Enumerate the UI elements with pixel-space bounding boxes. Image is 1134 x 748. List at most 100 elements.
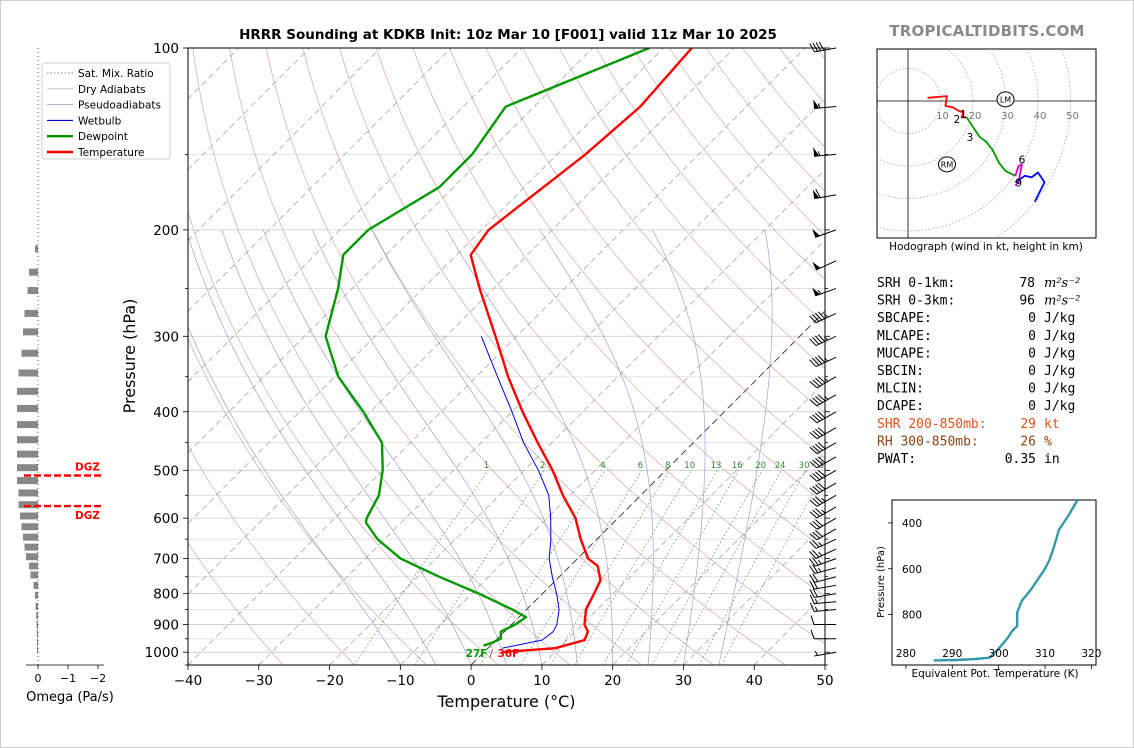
index-unit: m²s⁻²	[1044, 294, 1080, 309]
skewt-legend: Sat. Mix. Ratio Dry Adiabats Pseudoadiabat…	[41, 62, 171, 160]
index-unit: J/kg	[1044, 382, 1075, 397]
thetae-axis-label: Equivalent Pot. Temperature (K)	[911, 668, 1079, 680]
barb-full	[815, 519, 823, 527]
barb-full	[815, 457, 823, 466]
barb-flag	[812, 228, 820, 238]
barb-staff	[816, 494, 837, 507]
barb-full	[809, 399, 818, 407]
y-tick-label: 200	[153, 223, 179, 239]
barb-full	[815, 395, 823, 404]
wind-barb	[809, 442, 837, 455]
mixing-ratio-label: 24	[775, 461, 786, 471]
barb-full	[812, 539, 820, 548]
index-label: DCAPE:	[877, 399, 924, 414]
barb-full	[809, 432, 818, 440]
omega-bar	[21, 349, 38, 357]
barb-half	[814, 606, 818, 612]
omega-x-tick-label: −1	[60, 672, 76, 685]
barb-full	[812, 430, 821, 438]
hodograph-trace	[1014, 163, 1023, 187]
barb-full	[812, 397, 821, 405]
index-label: SBCIN:	[877, 364, 924, 379]
barb-full	[809, 359, 817, 367]
isotherm-line	[400, 239, 825, 665]
index-value: 0	[1028, 399, 1036, 414]
wind-barb	[809, 411, 837, 424]
surface-temp-label: 36F	[497, 648, 519, 660]
y-axis-label: Pressure (hPa)	[120, 299, 139, 414]
index-label: SRH 0-1km:	[877, 276, 955, 291]
mixing-ratio-label: 2	[540, 461, 545, 471]
barb-full	[817, 376, 826, 384]
omega-bar	[24, 543, 38, 551]
moist-adiabat-line	[262, 229, 507, 665]
barb-half	[824, 377, 829, 382]
mixing-ratio-label: 30	[799, 461, 810, 471]
indices-table: SRH 0-1km: 78 m²s⁻² SRH 0-3km: 96 m²s⁻² SBCAPE…	[877, 276, 1080, 467]
wind-barb	[809, 355, 837, 368]
index-label: MUCAPE:	[877, 346, 932, 361]
index-value: 0	[1028, 382, 1036, 397]
barb-half	[818, 541, 823, 547]
barb-full	[817, 394, 826, 402]
barb-full	[815, 508, 823, 516]
x-tick-label: 40	[746, 673, 763, 689]
barb-staff	[816, 411, 837, 424]
omega-bar	[29, 268, 38, 276]
legend-entry-label: Temperature	[77, 147, 145, 159]
omega-bar	[17, 436, 38, 444]
index-unit: kt	[1044, 417, 1060, 432]
barb-full	[809, 487, 818, 495]
y-tick-label: 700	[153, 552, 179, 568]
barb-full	[809, 43, 815, 53]
storm-motion-marker	[938, 156, 956, 173]
hodograph-trace	[965, 116, 1016, 177]
barb-full	[817, 355, 826, 363]
mixing-ratio-line	[651, 470, 763, 665]
thetae-frame	[891, 499, 1097, 666]
omega-axis-label: Omega (Pa/s)	[26, 690, 114, 705]
wind-barb	[809, 376, 837, 389]
dry-adiabat-line	[188, 444, 355, 665]
hodograph-ring-label: 50	[1066, 111, 1079, 122]
dry-adiabat-line	[449, 48, 825, 504]
barb-staff	[815, 558, 837, 567]
chart-title: HRRR Sounding at KDKB Init: 10z Mar 10 […	[239, 27, 777, 43]
barb-full	[812, 557, 819, 566]
omega-bar	[26, 553, 38, 561]
barb-staff	[814, 576, 837, 583]
omega-x-tick-label: −2	[90, 672, 106, 685]
wind-barb	[809, 469, 837, 482]
y-tick-label: 1000	[145, 645, 179, 661]
wind-barb	[809, 528, 837, 541]
y-tick-label: 600	[153, 511, 179, 527]
hodograph-height-label: 2	[954, 114, 961, 126]
wind-barb	[809, 494, 837, 507]
mixing-ratio-line	[672, 470, 782, 665]
barb-staff	[815, 335, 837, 347]
barb-staff	[814, 593, 837, 598]
surface-label-separator: /	[489, 648, 493, 660]
barb-full	[815, 428, 823, 436]
barb-full	[809, 474, 818, 482]
barb-full	[812, 564, 819, 573]
index-value: 96	[1019, 294, 1035, 309]
hodograph-caption: Hodograph (wind in kt, height in km)	[889, 241, 1083, 253]
y-tick-label: 900	[153, 618, 179, 634]
omega-bar	[23, 533, 38, 541]
barb-half	[817, 567, 822, 573]
barb-half	[814, 598, 818, 604]
omega-bar	[27, 287, 38, 295]
wind-barb	[809, 334, 837, 347]
index-unit: m²s⁻²	[1044, 276, 1080, 291]
omega-bar	[36, 629, 38, 637]
barb-full	[815, 42, 822, 51]
legend-entry-label: Sat. Mix. Ratio	[78, 68, 154, 80]
omega-bar	[36, 612, 38, 620]
barb-flag	[813, 147, 820, 157]
barb-staff	[815, 229, 837, 238]
barb-full	[809, 558, 816, 567]
barb-full	[812, 549, 820, 558]
y-tick-label: 500	[153, 463, 179, 479]
barb-full	[812, 42, 818, 52]
